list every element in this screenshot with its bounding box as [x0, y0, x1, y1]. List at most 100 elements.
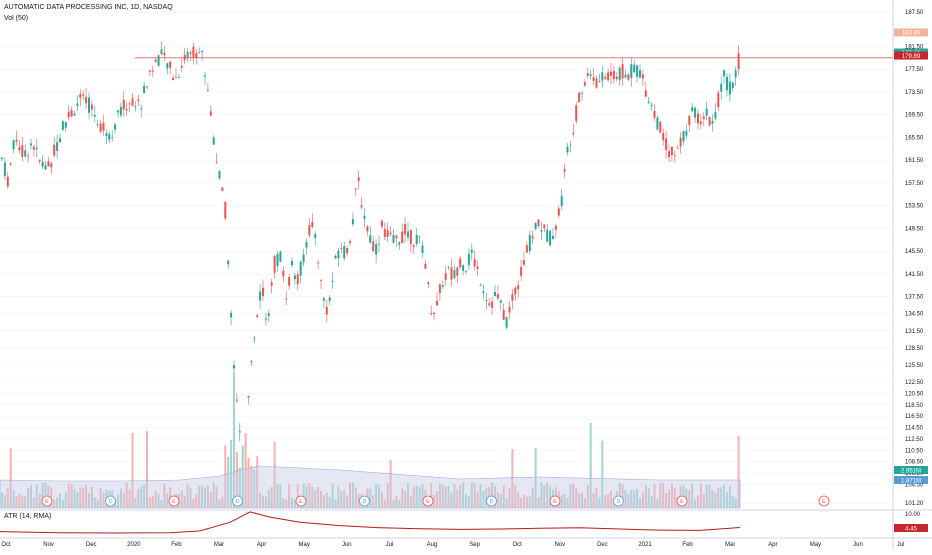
volume-bar: [549, 485, 552, 508]
volume-bar: [204, 487, 206, 508]
candle-body: [615, 76, 618, 80]
volume-bar: [9, 448, 12, 508]
candle-body: [175, 77, 177, 78]
volume-bar: [157, 494, 160, 508]
candle-body: [157, 55, 160, 66]
candle-body: [41, 161, 44, 167]
candle-body: [598, 81, 601, 82]
candle-body: [398, 242, 401, 245]
candle-body: [459, 258, 462, 268]
volume-bar: [598, 497, 601, 508]
volume-bar: [102, 492, 105, 508]
candle-body: [499, 300, 502, 303]
earnings-marker: [676, 495, 688, 507]
volume-bar: [656, 498, 659, 508]
candle-body: [554, 225, 557, 230]
candle-body: [560, 195, 563, 206]
candle-body: [76, 103, 79, 107]
candle-body: [186, 52, 189, 59]
volume-bar: [50, 487, 53, 508]
volume-bar: [688, 489, 691, 508]
volume-bar: [462, 482, 465, 508]
candle-body: [569, 144, 572, 146]
dividend-marker: [232, 495, 243, 507]
x-tick-label: Aug: [427, 542, 438, 548]
volume-bar: [93, 497, 96, 508]
candle-body: [137, 99, 140, 101]
volume-bar: [610, 490, 612, 508]
candle-body: [99, 123, 102, 132]
candle-body: [56, 142, 59, 151]
candle-body: [540, 230, 543, 232]
volume-bar: [262, 495, 264, 508]
candle-body: [285, 298, 288, 300]
candle-body: [59, 138, 61, 143]
candle-body: [305, 241, 308, 248]
volume-bar: [15, 495, 18, 508]
volume-bar: [383, 499, 386, 508]
candle-body: [372, 241, 375, 252]
volume-bar: [233, 372, 235, 508]
volume-bar: [369, 488, 372, 508]
volume-bar: [186, 484, 189, 508]
candle-body: [378, 243, 380, 245]
volume-bar: [163, 483, 166, 508]
volume-bar: [734, 498, 737, 508]
volume-bar: [311, 486, 314, 508]
candle-body: [621, 64, 624, 79]
candle-body: [125, 109, 128, 111]
volume-bar: [189, 487, 192, 508]
candle-body: [476, 266, 479, 269]
y-tick-label: 110.50: [905, 448, 924, 454]
event-marker-label: D: [236, 499, 240, 505]
candle-body: [192, 46, 195, 58]
volume-bar: [325, 492, 328, 508]
earnings-marker: [818, 495, 830, 507]
volume-bar: [691, 483, 694, 508]
volume-bar: [1, 492, 3, 508]
volume-bar: [444, 486, 447, 508]
candle-body: [221, 187, 224, 192]
candle-body: [253, 338, 256, 340]
candle-body: [215, 161, 218, 163]
earnings-marker: [41, 495, 53, 507]
volume-bar: [206, 485, 209, 508]
volume-bar: [659, 482, 662, 508]
volume-bar: [96, 499, 99, 508]
price-badge-label: 179.89: [902, 54, 921, 60]
candle-body: [688, 115, 691, 125]
candle-body: [528, 234, 531, 252]
candle-body: [218, 170, 221, 179]
candle-body: [293, 275, 296, 280]
volume-bar: [604, 495, 607, 508]
candle-body: [73, 113, 76, 116]
candle-body: [604, 77, 607, 79]
candle-body: [114, 124, 117, 130]
candle-body: [523, 260, 525, 265]
volume-bar: [73, 489, 76, 508]
volume-bar: [24, 495, 27, 508]
volume-bar: [88, 492, 90, 508]
volume-bar: [714, 492, 717, 508]
volume-bar: [705, 484, 708, 508]
candle-body: [256, 315, 259, 318]
volume-bar: [575, 488, 578, 508]
volume-bar: [320, 490, 322, 508]
volume-bar: [351, 482, 354, 508]
candle-body: [328, 297, 331, 301]
candle-body: [172, 77, 175, 80]
candle-body: [601, 72, 604, 81]
y-tick-label: 112.50: [905, 437, 924, 443]
candle-body: [676, 147, 679, 149]
atr-badge-label: 4.45: [905, 526, 917, 532]
y-tick-label: 101.20: [905, 501, 924, 507]
candle-body: [639, 70, 641, 78]
volume-bar: [728, 486, 731, 508]
candle-body: [21, 145, 24, 157]
candle-body: [453, 269, 456, 278]
candle-body: [276, 253, 279, 267]
volume-bar: [59, 493, 61, 508]
y-tick-label: 149.50: [905, 226, 924, 232]
